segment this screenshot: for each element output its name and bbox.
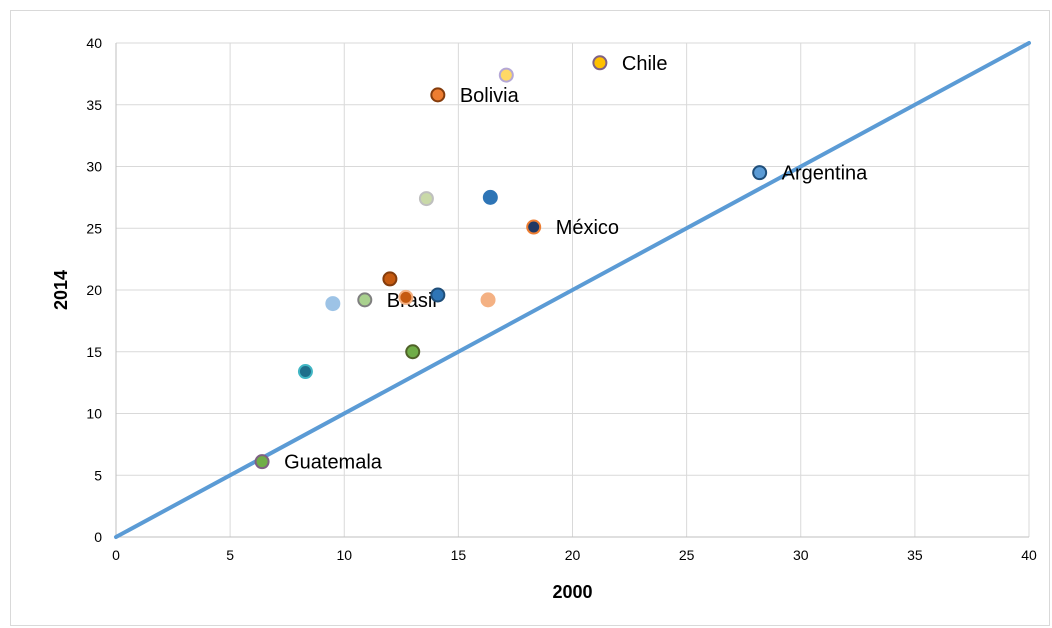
data-point [254,454,270,470]
data-point [430,287,446,303]
point-label: Bolivia [460,85,520,107]
data-point [297,364,313,380]
reference-line [114,41,1031,539]
y-axis-title: 2014 [51,270,71,310]
y-tick-label: 15 [86,344,102,360]
x-tick-label: 0 [112,547,120,563]
data-point [480,292,496,308]
data-point [405,344,421,360]
y-tick-label: 0 [94,529,102,545]
data-point [592,55,608,71]
y-tick-label: 20 [86,282,102,298]
data-point [325,296,341,312]
x-tick-label: 40 [1021,547,1037,563]
y-tick-label: 40 [86,35,102,51]
data-point [526,219,542,235]
data-point [498,67,514,83]
x-tick-label: 5 [226,547,234,563]
data-point [418,191,434,207]
data-point [430,87,446,103]
y-tick-label: 35 [86,97,102,113]
y-tick-label: 10 [86,406,102,422]
point-label: México [556,217,619,239]
data-point [357,292,373,308]
x-tick-label: 30 [793,547,809,563]
point-label: Chile [622,53,668,75]
point-label: Guatemala [284,452,383,474]
data-point [482,189,498,205]
data-point [398,289,414,305]
x-tick-label: 20 [565,547,581,563]
y-tick-label: 25 [86,220,102,236]
x-axis-title: 2000 [552,582,592,602]
x-tick-label: 35 [907,547,923,563]
data-point [382,271,398,287]
chart-frame: 0 5 10 15 20 25 30 35 40 0 5 10 15 20 25 30 35 40 2000 2014… [10,10,1050,626]
x-tick-label: 15 [451,547,467,563]
x-tick-label: 25 [679,547,695,563]
point-label: Argentina [782,163,868,185]
y-tick-label: 30 [86,159,102,175]
y-tick-label: 5 [94,467,102,483]
data-point [752,165,768,181]
x-tick-label: 10 [336,547,352,563]
scatter-chart: 0 5 10 15 20 25 30 35 40 0 5 10 15 20 25 30 35 40 2000 2014… [51,35,1037,602]
